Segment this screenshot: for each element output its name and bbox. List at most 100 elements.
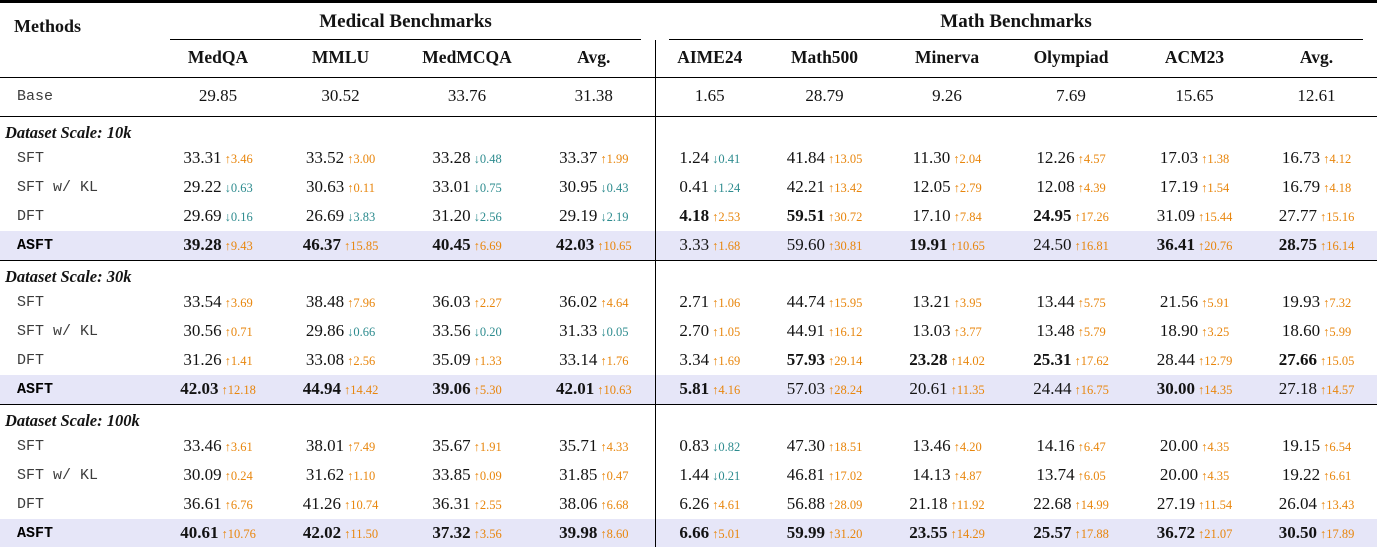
delta-annotation: ↓0.41 [712, 152, 740, 166]
down-arrow-icon: ↓ [473, 152, 480, 166]
delta-annotation: ↑2.04 [953, 152, 981, 166]
method-label: SFT [17, 438, 45, 455]
metric-cell: 30.52 [280, 77, 401, 117]
metric-cell: 13.48 ↑5.79 [1009, 317, 1133, 346]
up-arrow-icon: ↑ [950, 383, 957, 397]
delta-value: 0.16 [230, 210, 253, 224]
delta-annotation: ↑10.63 [597, 383, 631, 397]
metric-value: 25.31 [1033, 350, 1072, 369]
metric-value: 31.62 [305, 465, 345, 484]
metric-cell: 44.94 ↑14.42 [280, 375, 401, 405]
delta-value: 7.32 [1329, 296, 1352, 310]
metric-value: 17.19 [1159, 177, 1199, 196]
metric-cell: 30.95 ↓0.43 [533, 173, 655, 202]
up-arrow-icon: ↑ [1074, 383, 1081, 397]
metric-value: 0.41 [679, 177, 710, 196]
section-spacer-cell [654, 260, 1377, 288]
column-header-olympiad: Olympiad [1009, 40, 1134, 78]
down-arrow-icon: ↓ [224, 210, 231, 224]
method-label-cell: DFT [0, 490, 156, 519]
delta-value: 5.30 [479, 383, 502, 397]
delta-value: 4.35 [1207, 440, 1230, 454]
delta-annotation: ↑17.88 [1074, 527, 1108, 541]
delta-value: 14.02 [956, 354, 985, 368]
delta-annotation: ↑30.72 [828, 210, 862, 224]
metric-value: 38.48 [305, 292, 345, 311]
delta-value: 30.81 [834, 239, 863, 253]
metric-cell: 25.31 ↑17.62 [1009, 346, 1133, 375]
section-title-cell: Dataset Scale: 10k [0, 116, 656, 144]
metric-cell: 3.34 ↑1.69 [654, 346, 765, 375]
delta-value: 15.85 [350, 239, 379, 253]
metric-cell: 13.46 ↑4.20 [885, 432, 1009, 461]
delta-value: 4.57 [1083, 152, 1106, 166]
delta-value: 1.76 [606, 354, 629, 368]
metric-cell: 21.56 ↑5.91 [1133, 288, 1256, 317]
up-arrow-icon: ↑ [1319, 239, 1327, 253]
delta-annotation: ↑3.77 [954, 325, 982, 339]
delta-value: 31.20 [834, 527, 863, 541]
metric-cell: 19.15 ↑6.54 [1256, 432, 1377, 461]
column-header-medmcqa: MedMCQA [401, 40, 533, 78]
metric-value: 21.56 [1159, 292, 1199, 311]
metric-value: 24.44 [1033, 379, 1072, 398]
methods-column-header: Methods [0, 1, 156, 78]
delta-value: 0.82 [718, 440, 741, 454]
metric-value: 44.91 [786, 321, 825, 340]
metric-value: 30.50 [1278, 523, 1317, 542]
metric-cell: 29.19 ↓2.19 [533, 202, 655, 231]
metric-value: 37.32 [432, 523, 471, 542]
base-row: Base 29.85 30.52 33.76 31.38 1.65 28.79 9.26 7.6… [0, 77, 1377, 117]
up-arrow-icon: ↑ [1319, 354, 1327, 368]
column-header-minerva: Minerva [885, 40, 1010, 78]
delta-annotation: ↑2.79 [954, 181, 982, 195]
delta-value: 0.05 [606, 325, 629, 339]
up-arrow-icon: ↑ [1197, 239, 1205, 253]
delta-value: 3.61 [230, 440, 253, 454]
delta-value: 1.38 [1207, 152, 1230, 166]
up-arrow-icon: ↑ [224, 469, 231, 483]
delta-value: 6.05 [1083, 469, 1106, 483]
delta-annotation: ↑7.32 [1323, 296, 1351, 310]
section-header-row: Dataset Scale: 10k [0, 116, 1377, 144]
metric-cell: 0.41 ↓1.24 [654, 173, 765, 202]
delta-value: 8.60 [606, 527, 629, 541]
up-arrow-icon: ↑ [597, 239, 604, 253]
delta-annotation: ↓0.43 [600, 181, 628, 195]
up-arrow-icon: ↑ [600, 296, 607, 310]
metric-value: 14.13 [912, 465, 951, 484]
delta-value: 28.24 [834, 383, 863, 397]
metric-value: 16.79 [1281, 177, 1321, 196]
metric-value: 40.45 [432, 235, 471, 254]
delta-annotation: ↑2.55 [474, 498, 502, 512]
metric-value: 13.21 [912, 292, 951, 311]
up-arrow-icon: ↑ [1077, 325, 1084, 339]
method-label-cell: ASFT [0, 519, 156, 547]
up-arrow-icon: ↑ [827, 210, 835, 224]
metric-cell: 1.44 ↓0.21 [654, 461, 765, 490]
delta-value: 1.91 [479, 440, 502, 454]
up-arrow-icon: ↑ [827, 181, 835, 195]
delta-annotation: ↓3.83 [347, 210, 375, 224]
method-label: ASFT [17, 381, 54, 398]
delta-annotation: ↑4.20 [954, 440, 982, 454]
metric-cell: 36.02 ↑4.64 [533, 288, 655, 317]
metric-cell: 30.56 ↑0.71 [156, 317, 280, 346]
delta-value: 2.04 [959, 152, 982, 166]
delta-annotation: ↑4.64 [600, 296, 628, 310]
metric-cell: 29.69 ↓0.16 [156, 202, 280, 231]
metric-cell: 41.26 ↑10.74 [280, 490, 401, 519]
metric-cell: 27.18 ↑14.57 [1256, 375, 1377, 405]
delta-value: 17.88 [1080, 527, 1109, 541]
column-header-math500: Math500 [764, 40, 886, 78]
up-arrow-icon: ↑ [347, 181, 354, 195]
delta-annotation: ↑15.44 [1198, 210, 1232, 224]
delta-annotation: ↑15.16 [1320, 210, 1354, 224]
delta-value: 6.76 [230, 498, 253, 512]
metric-cell: 31.20 ↓2.56 [401, 202, 533, 231]
metric-value: 13.74 [1036, 465, 1075, 484]
delta-annotation: ↑0.09 [474, 469, 502, 483]
section-spacer-cell [654, 116, 1377, 144]
up-arrow-icon: ↑ [953, 210, 960, 224]
metric-cell: 12.26 ↑4.57 [1009, 144, 1133, 173]
